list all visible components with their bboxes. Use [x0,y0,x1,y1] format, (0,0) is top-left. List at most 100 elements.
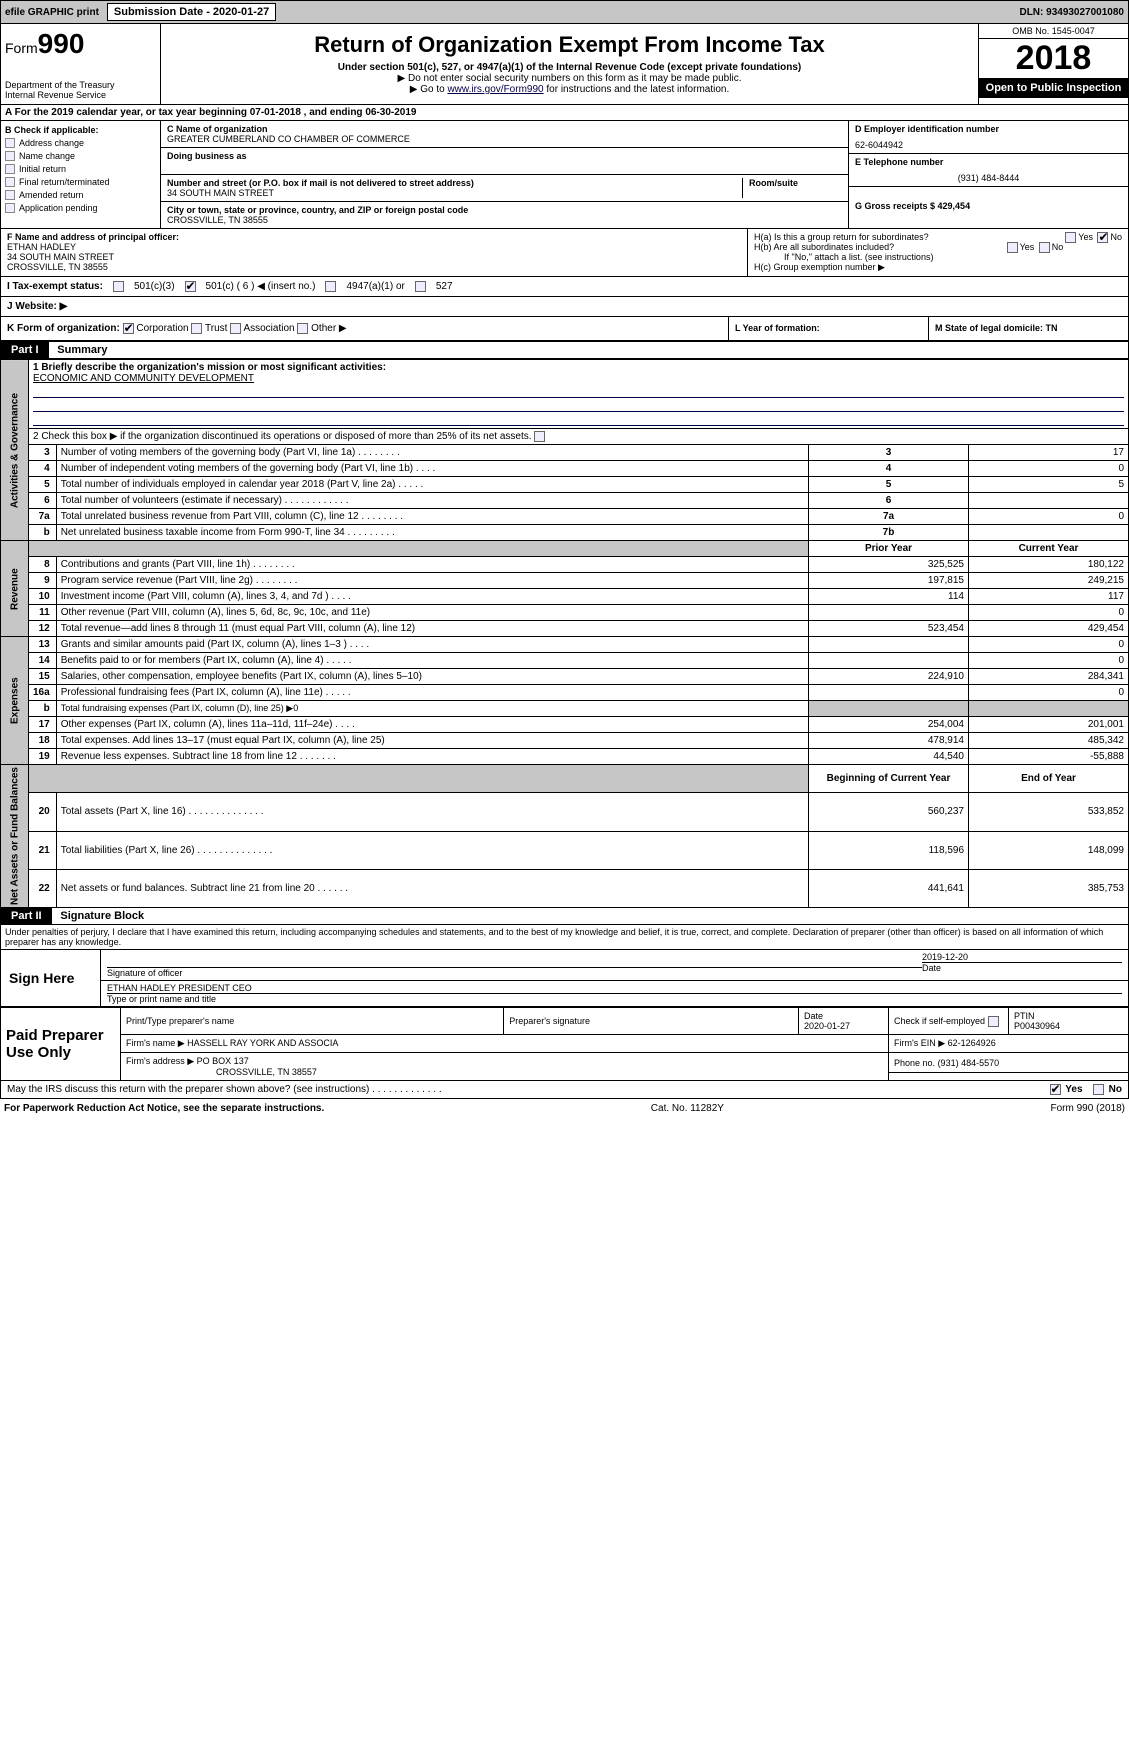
side-activities-governance: Activities & Governance [1,360,29,541]
city-state-zip: CROSSVILLE, TN 38555 [167,215,842,225]
chk-pending[interactable]: Application pending [5,203,156,213]
chk-address-change[interactable]: Address change [5,138,156,148]
paid-preparer-block: Paid Preparer Use Only Print/Type prepar… [0,1007,1129,1081]
subtitle-2: ▶ Do not enter social security numbers o… [165,73,974,84]
form-title: Return of Organization Exempt From Incom… [165,32,974,58]
table-row: 12Total revenue—add lines 8 through 11 (… [1,621,1129,637]
checkbox-icon[interactable] [1065,232,1076,243]
checkbox-icon[interactable] [191,323,202,334]
table-row: 15Salaries, other compensation, employee… [1,669,1129,685]
footer-cat: Cat. No. 11282Y [651,1103,724,1114]
opt-4947: 4947(a)(1) or [346,281,404,292]
org-name-block: C Name of organization GREATER CUMBERLAN… [161,121,848,148]
table-row: 5Total number of individuals employed in… [1,477,1129,493]
opt-trust: Trust [205,323,227,334]
sig-date: 2019-12-20 Date [922,952,1122,978]
officer-addr1: 34 SOUTH MAIN STREET [7,252,741,262]
subtitle-1: Under section 501(c), 527, or 4947(a)(1)… [165,62,974,73]
side-net-assets: Net Assets or Fund Balances [1,765,29,908]
footer: For Paperwork Reduction Act Notice, see … [0,1098,1129,1118]
header-left: Form990 Department of the Treasury Inter… [1,24,161,104]
table-row: 8Contributions and grants (Part VIII, li… [1,557,1129,573]
h-block: H(a) Is this a group return for subordin… [748,229,1128,276]
table-row: 4Number of independent voting members of… [1,461,1129,477]
form-num: 990 [38,28,85,59]
checkbox-icon[interactable] [325,281,336,292]
footer-form: Form 990 (2018) [1051,1103,1125,1114]
city-block: City or town, state or province, country… [161,202,848,228]
table-row: bTotal fundraising expenses (Part IX, co… [1,701,1129,717]
mission-text: ECONOMIC AND COMMUNITY DEVELOPMENT [33,373,1124,384]
current-year-hdr: Current Year [969,541,1129,557]
perjury-text: Under penalties of perjury, I declare th… [0,925,1129,950]
part1-header: Part I Summary [0,341,1129,359]
line-2: 2 Check this box ▶ if the organization d… [29,429,1129,445]
checkbox-icon[interactable] [113,281,124,292]
submission-date: Submission Date - 2020-01-27 [107,3,276,21]
city-label: City or town, state or province, country… [167,205,842,215]
chk-amended[interactable]: Amended return [5,190,156,200]
table-row: 6Total number of volunteers (estimate if… [1,493,1129,509]
form-org-label: K Form of organization: [7,323,120,334]
checkbox-icon[interactable] [988,1016,999,1027]
checkbox-icon [5,203,15,213]
sign-here-label: Sign Here [1,950,101,1006]
table-row: bNet unrelated business taxable income f… [1,525,1129,541]
table-row: 10Investment income (Part VIII, column (… [1,589,1129,605]
checkbox-icon [5,151,15,161]
opt-corp: Corporation [136,323,188,334]
row-l: L Year of formation: [728,317,928,340]
checkbox-icon[interactable] [230,323,241,334]
checkbox-icon[interactable] [123,323,134,334]
checkbox-icon[interactable] [415,281,426,292]
opt-501c: 501(c) ( 6 ) ◀ (insert no.) [206,281,316,292]
checkbox-icon[interactable] [534,431,545,442]
part2-label: Part II [1,908,52,924]
chk-name-change[interactable]: Name change [5,151,156,161]
checkbox-icon[interactable] [297,323,308,334]
h-c: H(c) Group exemption number ▶ [754,262,1122,273]
street-address: 34 SOUTH MAIN STREET [167,188,742,198]
firm-name-row: Firm's name ▶ HASSELL RAY YORK AND ASSOC… [121,1035,889,1053]
checkbox-icon[interactable] [1007,242,1018,253]
h-b-note: If "No," attach a list. (see instruction… [754,252,1122,262]
line-1: 1 Briefly describe the organization's mi… [29,360,1129,429]
ein-block: D Employer identification number 62-6044… [849,121,1128,154]
checkbox-icon[interactable] [1050,1084,1061,1095]
chk-final-return[interactable]: Final return/terminated [5,177,156,187]
part1-label: Part I [1,342,49,358]
checkbox-icon[interactable] [185,281,196,292]
table-row: 19Revenue less expenses. Subtract line 1… [1,749,1129,765]
checkbox-icon[interactable] [1039,242,1050,253]
table-row: 18Total expenses. Add lines 13–17 (must … [1,733,1129,749]
checkbox-icon [5,138,15,148]
officer-label: F Name and address of principal officer: [7,232,741,242]
topbar: efile GRAPHIC print Submission Date - 20… [0,0,1129,24]
prep-ptin: PTINP00430964 [1009,1008,1129,1035]
checkbox-icon [5,177,15,187]
checkbox-icon[interactable] [1097,232,1108,243]
room-label: Room/suite [749,178,842,188]
sig-name: ETHAN HADLEY PRESIDENT CEO Type or print… [107,983,1122,1004]
phone-label: E Telephone number [855,157,1122,167]
gross-block: G Gross receipts $ 429,454 [849,187,1128,214]
checkbox-icon[interactable] [1093,1084,1104,1095]
row-i-status: I Tax-exempt status: 501(c)(3) 501(c) ( … [0,277,1129,297]
ein-label: D Employer identification number [855,124,1122,134]
table-row: 14Benefits paid to or for members (Part … [1,653,1129,669]
side-revenue: Revenue [1,541,29,637]
dln: DLN: 93493027001080 [1019,7,1124,18]
irs-link[interactable]: www.irs.gov/Form990 [447,84,543,95]
addr-label: Number and street (or P.O. box if mail i… [167,178,742,188]
table-row: 22Net assets or fund balances. Subtract … [1,869,1129,907]
dba-block: Doing business as [161,148,848,175]
prep-sig-hdr: Preparer's signature [504,1008,799,1035]
col-d: D Employer identification number 62-6044… [848,121,1128,228]
status-label: I Tax-exempt status: [7,281,103,292]
table-row: 16aProfessional fundraising fees (Part I… [1,685,1129,701]
chk-initial-return[interactable]: Initial return [5,164,156,174]
phone-value: (931) 484-8444 [855,173,1122,183]
row-a-period: A For the 2019 calendar year, or tax yea… [0,105,1129,121]
form-prefix: Form [5,40,38,56]
part2-header: Part II Signature Block [0,908,1129,925]
